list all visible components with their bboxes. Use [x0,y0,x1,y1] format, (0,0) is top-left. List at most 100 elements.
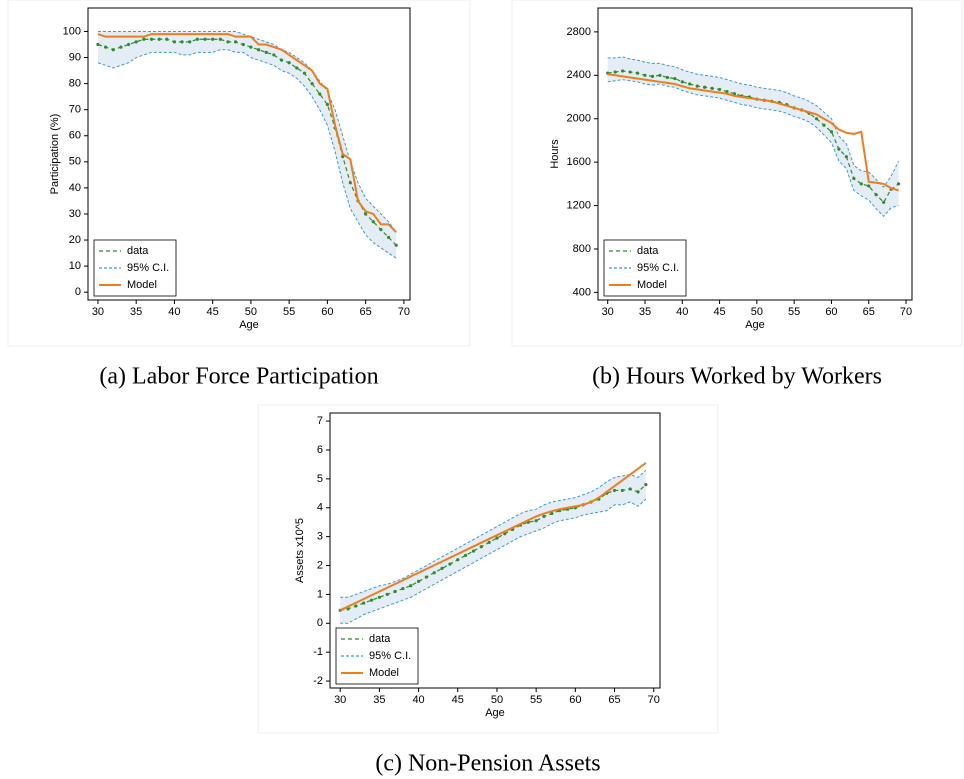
y-tick-label: 5 [317,473,323,485]
legend-box [603,239,687,297]
legend-label: data [369,633,391,645]
legend-box [335,627,419,685]
data-point [534,519,538,523]
data-point [613,70,617,74]
x-axis-label: Age [239,319,259,331]
x-tick-label: 30 [92,306,104,318]
data-point [203,37,207,41]
data-point [318,92,322,96]
data-point [346,607,350,611]
y-tick-label: 2800 [567,26,591,38]
data-point [369,598,374,602]
data-point [364,212,368,216]
panel-border [257,404,719,734]
data-point [487,540,491,545]
legend-label: data [637,245,659,257]
data-point [165,37,169,41]
caption: (b) Hours Worked by Workers [592,364,882,390]
data-point [612,488,617,493]
data-point [725,89,729,94]
data-point [111,48,115,52]
data-point [180,40,184,44]
model-line [97,33,397,233]
data-point [628,70,632,74]
data-point [550,511,554,516]
data-point [377,595,381,599]
data-point [896,182,901,186]
data-point [867,184,871,188]
y-tick-label: 2000 [567,113,591,125]
x-tick-label: 55 [788,306,800,318]
x-tick-label: 55 [530,694,542,706]
y-tick-label: 1200 [567,199,591,211]
data-point [456,558,460,562]
data-point [142,37,146,41]
legend-box [93,239,177,297]
x-tick-label: 60 [321,306,333,318]
data-point [542,514,546,519]
data-point [401,587,405,591]
data-point [341,155,345,159]
y-tick-label: 40 [69,182,81,194]
data-point [302,71,307,75]
y-tick-label: 2 [317,559,323,571]
data-point [157,37,161,41]
data-point [279,58,284,62]
data-point [479,545,483,549]
data-point [680,80,684,84]
y-tick-label: 70 [69,104,81,116]
caption: (a) Labor Force Participation [99,364,378,390]
panel-border [7,0,471,347]
data-point [241,42,245,47]
data-point [287,61,291,65]
data-line [97,38,397,246]
y-tick-label: 60 [69,130,81,142]
x-tick-label: 60 [569,694,581,706]
ci-line [607,79,899,218]
x-tick-label: 45 [452,694,464,706]
x-tick-label: 40 [412,694,424,706]
x-tick-label: 40 [676,306,688,318]
legend-label: 95% C.I. [637,262,679,274]
y-tick-label: -2 [313,675,323,687]
data-point [119,45,123,49]
data-point [325,102,329,107]
data-point [844,155,848,159]
x-tick-label: 65 [360,306,372,318]
y-tick-label: 400 [573,286,591,298]
ci-band [97,31,397,259]
data-point [134,40,138,44]
data-point [448,562,452,566]
data-point [126,42,131,47]
data-point [362,601,366,605]
x-tick-label: 65 [863,306,875,318]
data-point [717,87,722,92]
data-point [394,243,398,247]
data-point [432,571,436,575]
x-tick-label: 70 [398,306,410,318]
data-point [218,37,222,41]
data-point [272,53,276,57]
x-tick-label: 45 [713,306,725,318]
model-line [607,73,899,192]
caption: (c) Non-Pension Assets [375,751,600,777]
x-tick-label: 35 [130,306,142,318]
data-point [172,40,177,44]
data-point [149,37,154,41]
data-point [829,130,834,134]
data-point [264,50,268,54]
data-point [822,123,826,127]
y-tick-label: 1600 [567,156,591,168]
data-point [859,182,863,186]
x-tick-label: 50 [751,306,763,318]
data-point [688,82,692,86]
y-tick-label: 3 [317,531,323,543]
data-point [195,37,199,41]
data-point [636,490,640,494]
y-tick-label: 4 [317,502,323,514]
data-point [256,48,261,52]
data-point [882,200,886,204]
x-tick-label: 70 [648,694,660,706]
y-tick-label: 10 [69,260,81,272]
